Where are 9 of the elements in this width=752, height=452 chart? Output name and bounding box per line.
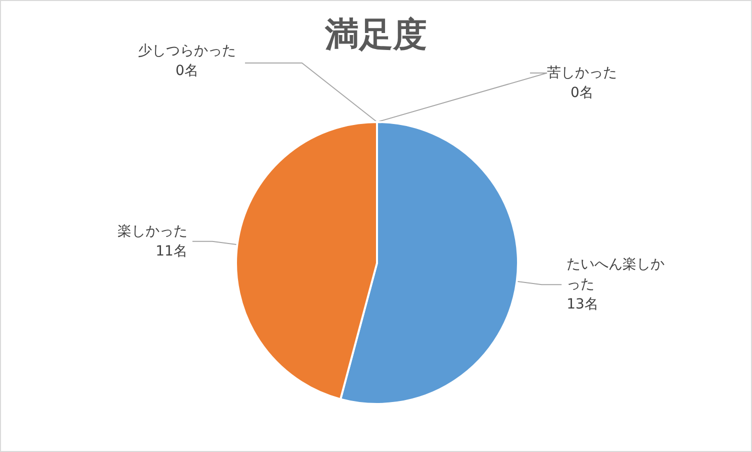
data-label: 11名 xyxy=(156,243,188,260)
text: 0名 xyxy=(570,85,594,101)
category-label: 少しつらかった xyxy=(138,43,236,59)
chart-title: 満足度 xyxy=(324,15,427,55)
data-label: 13名 xyxy=(566,296,598,313)
text: 0名 xyxy=(176,63,198,79)
category-label: 苦しかった xyxy=(547,65,617,81)
slice-label: 楽しかった xyxy=(117,223,188,240)
slice-label: たいへん楽しかった xyxy=(566,256,665,293)
